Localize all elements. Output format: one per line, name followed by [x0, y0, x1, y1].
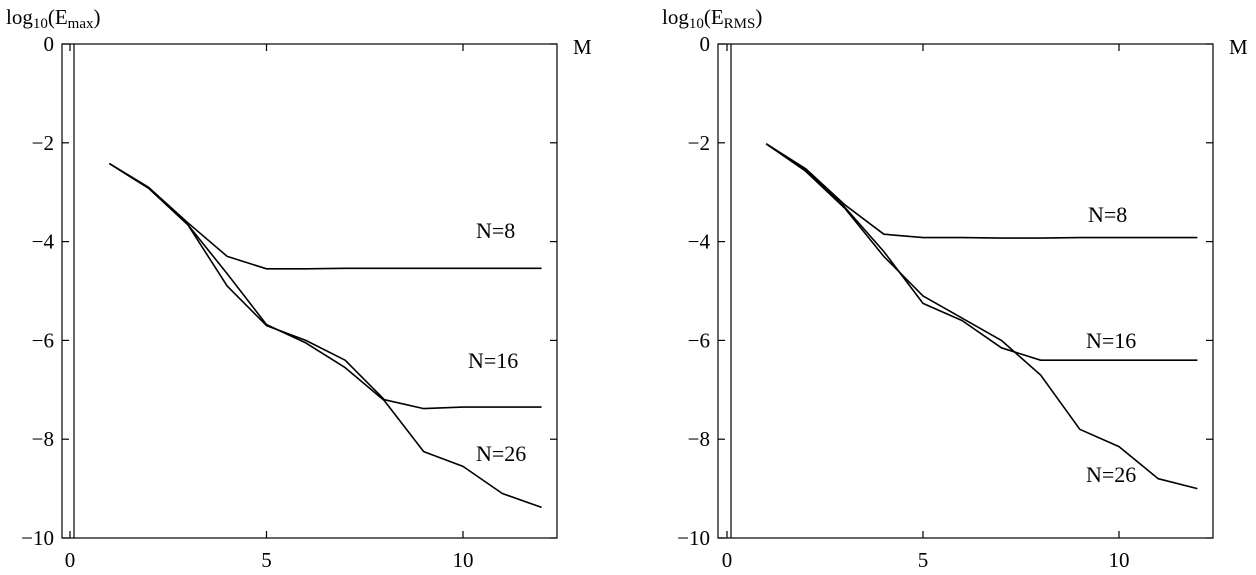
y-axis-label: log10(ERMS) [662, 5, 762, 32]
y-axis-label-subscript: 10 [33, 16, 48, 32]
y-tick-label: −4 [32, 230, 55, 254]
x-tick-label: 0 [65, 548, 76, 572]
x-axis-label: M [573, 35, 592, 59]
plot-frame [61, 43, 558, 539]
series-line-n-26 [108, 162, 542, 509]
y-axis-label-part: log [6, 5, 33, 29]
y-tick-label: −2 [688, 131, 710, 155]
y-axis-label-subscript: 10 [689, 16, 704, 32]
series-label: N=8 [1088, 202, 1127, 227]
series-label: N=16 [468, 348, 518, 373]
y-tick-label: −6 [32, 328, 54, 352]
series-label: N=26 [1086, 462, 1136, 487]
y-axis-label-part: ) [94, 5, 101, 29]
series-line-n-8 [765, 143, 1198, 239]
series-line-n-8 [108, 162, 542, 270]
y-tick-label: −10 [677, 526, 710, 550]
y-tick-label: −2 [32, 131, 54, 155]
series-label: N=26 [476, 441, 526, 466]
y-axis-label: log10(Emax) [6, 5, 101, 32]
y-axis-label-subscript: max [68, 16, 94, 32]
y-tick-label: 0 [44, 32, 55, 56]
y-tick-label: −6 [688, 328, 710, 352]
y-tick-label: −8 [32, 427, 54, 451]
x-axis-label: M [1229, 35, 1248, 59]
series-line-n-26 [765, 143, 1198, 490]
y-tick-label: −8 [688, 427, 710, 451]
x-tick-label: 0 [722, 548, 733, 572]
x-tick-label: 10 [1109, 548, 1130, 572]
y-axis-label-subscript: RMS [724, 16, 756, 32]
y-tick-label: 0 [700, 32, 711, 56]
x-tick-label: 5 [261, 548, 272, 572]
y-axis-label-part: (E [704, 5, 724, 29]
plot-frame [717, 43, 1214, 539]
y-axis-label-part: log [662, 5, 689, 29]
y-axis-label-part: (E [48, 5, 68, 29]
x-tick-label: 10 [453, 548, 474, 572]
y-axis-label-part: ) [755, 5, 762, 29]
series-label: N=8 [476, 218, 515, 243]
y-tick-label: −10 [21, 526, 54, 550]
series-label: N=16 [1086, 328, 1136, 353]
x-tick-label: 5 [918, 548, 929, 572]
y-tick-label: −4 [688, 230, 711, 254]
